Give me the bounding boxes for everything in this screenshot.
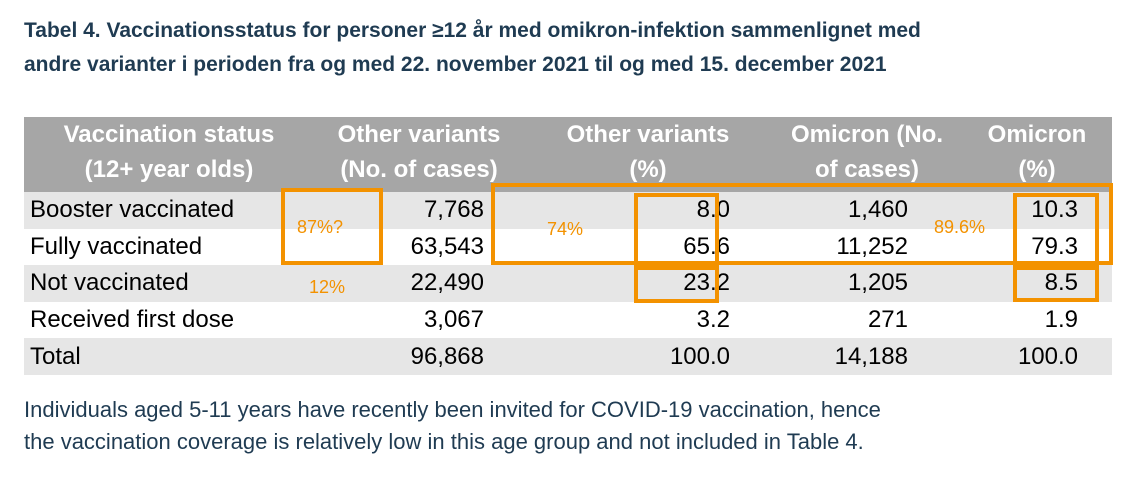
cell-other-cases: 7,768 bbox=[314, 192, 524, 229]
header-row: Vaccination status (12+ year olds) Other … bbox=[24, 117, 1112, 192]
cell-other-cases: 22,490 bbox=[314, 265, 524, 302]
header-other-variants-percent: Other variants (%) bbox=[524, 117, 772, 192]
table-header: Vaccination status (12+ year olds) Other … bbox=[24, 117, 1112, 192]
cell-other-percent: 65.6 bbox=[683, 232, 730, 260]
row-label: Not vaccinated bbox=[24, 265, 314, 302]
table-row: Booster vaccinated 7,768 8.0 1,460 10.3 bbox=[24, 192, 1112, 229]
annotation-label-87-percent: 87%? bbox=[297, 217, 344, 237]
header-vaccination-status: Vaccination status (12+ year olds) bbox=[24, 117, 314, 192]
annotation-box-other-percent-top bbox=[634, 193, 719, 269]
table-row-total: Total 96,868 100.0 14,188 100.0 bbox=[24, 338, 1112, 375]
annotation-label-89-6-percent: 89.6% bbox=[934, 217, 986, 237]
footnote-line-1: Individuals aged 5-11 years have recentl… bbox=[24, 397, 881, 422]
footnote: Individuals aged 5-11 years have recentl… bbox=[24, 394, 1114, 458]
vaccination-status-table: Vaccination status (12+ year olds) Other … bbox=[24, 117, 1112, 375]
annotation-box-other-cases bbox=[281, 188, 383, 265]
cell-omicron-cases: 271 bbox=[867, 306, 908, 334]
cell-omicron-cases: 1,205 bbox=[772, 265, 962, 302]
cell-other-cases: 3,067 bbox=[423, 306, 484, 334]
cell-other-percent: 23.2 bbox=[524, 265, 772, 302]
cell-omicron-percent: 10.3 bbox=[962, 192, 1112, 229]
table-row: Fully vaccinated 63,543 65.6 11,252 79.3 bbox=[24, 229, 1112, 266]
table-title-line-2: andre varianter i perioden fra og med 22… bbox=[24, 53, 887, 76]
annotation-label-74-percent: 74% bbox=[547, 219, 584, 239]
annotation-box-wide-span bbox=[491, 183, 1113, 265]
cell-omicron-percent: 79.3 bbox=[1031, 232, 1078, 260]
annotation-box-other-percent-not-vaccinated bbox=[634, 266, 719, 303]
cell-other-cases: 96,868 bbox=[314, 338, 524, 375]
row-label: Booster vaccinated bbox=[24, 192, 314, 229]
table-body: Booster vaccinated 7,768 8.0 1,460 10.3 … bbox=[24, 192, 1112, 375]
cell-omicron-percent: 1.9 bbox=[1044, 306, 1078, 334]
cell-other-percent: 8.0 bbox=[524, 192, 772, 229]
annotation-box-omicron-percent-top bbox=[1013, 193, 1099, 269]
table-row: Not vaccinated 22,490 23.2 1,205 8.5 bbox=[24, 265, 1112, 302]
cell-other-percent: 100.0 bbox=[524, 338, 772, 375]
cell-other-cases: 63,543 bbox=[410, 232, 484, 260]
header-omicron-percent: Omicron (%) bbox=[962, 117, 1112, 192]
row-label: Fully vaccinated bbox=[30, 232, 203, 260]
cell-omicron-percent: 8.5 bbox=[962, 265, 1112, 302]
table-title: Tabel 4. Vaccinationsstatus for personer… bbox=[24, 14, 1114, 82]
cell-omicron-percent: 100.0 bbox=[962, 338, 1112, 375]
row-label: Received first dose bbox=[30, 306, 235, 334]
cell-omicron-cases: 11,252 bbox=[836, 232, 908, 260]
header-omicron-cases: Omicron (No. of cases) bbox=[772, 117, 962, 192]
cell-omicron-cases: 14,188 bbox=[772, 338, 962, 375]
cell-omicron-cases: 1,460 bbox=[772, 192, 962, 229]
cell-other-percent: 3.2 bbox=[696, 306, 730, 334]
footnote-line-2: the vaccination coverage is relatively l… bbox=[24, 429, 864, 454]
row-label: Total bbox=[24, 338, 314, 375]
annotation-box-omicron-percent-not-vaccinated bbox=[1013, 266, 1099, 302]
annotation-label-12-percent: 12% bbox=[309, 277, 346, 297]
header-other-variants-cases: Other variants (No. of cases) bbox=[314, 117, 524, 192]
table-row: Received first dose 3,067 3.2 271 1.9 bbox=[24, 302, 1112, 339]
table-title-line-1: Tabel 4. Vaccinationsstatus for personer… bbox=[24, 19, 921, 42]
